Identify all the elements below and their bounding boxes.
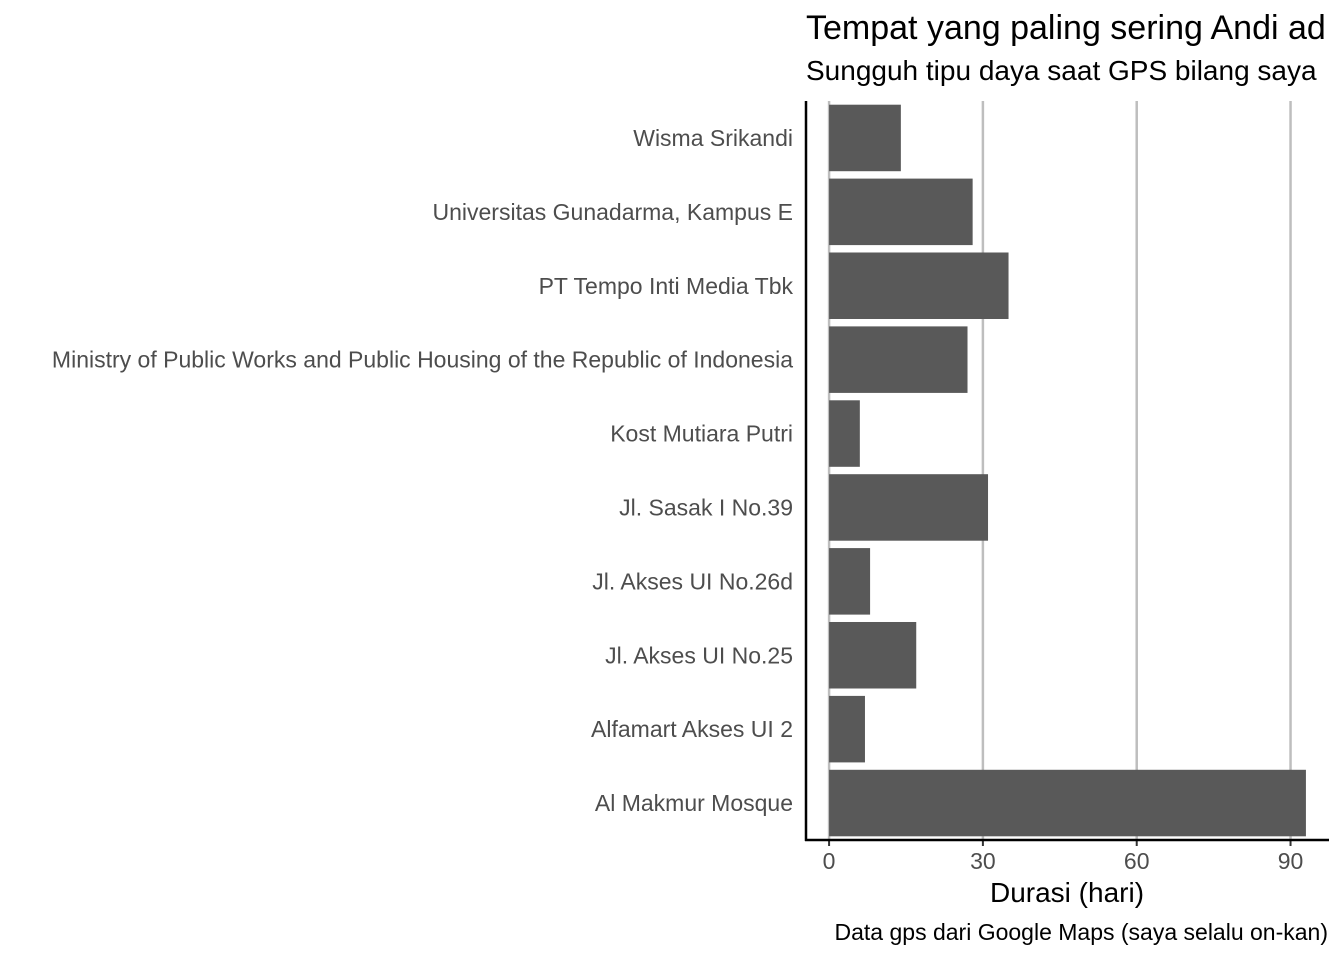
category-label-layer: Wisma Srikandi Universitas Gunadarma, Kam… [52,125,794,816]
category-label: Jl. Akses UI No.26d [592,568,793,594]
chart-caption: Data gps dari Google Maps (saya selalu o… [835,919,1328,945]
category-label: PT Tempo Inti Media Tbk [539,273,794,299]
chart-title: Tempat yang paling sering Andi ad [806,9,1326,47]
category-label: Jl. Sasak I No.39 [619,494,793,520]
bar [829,252,1009,320]
category-label: Alfamart Akses UI 2 [591,716,793,742]
x-tick-label: 90 [1278,848,1304,874]
category-label: Ministry of Public Works and Public Hous… [52,347,793,373]
bar-layer [829,104,1306,837]
bar [829,695,865,763]
category-label: Wisma Srikandi [633,125,793,151]
bar [829,621,917,689]
x-tick-label: 60 [1124,848,1150,874]
category-label: Universitas Gunadarma, Kampus E [433,199,794,225]
chart-subtitle: Sungguh tipu daya saat GPS bilang saya [806,55,1317,86]
bar [829,548,871,615]
category-label: Al Makmur Mosque [595,790,793,816]
category-label: Kost Mutiara Putri [610,421,793,447]
bar [829,104,901,172]
bar [829,769,1306,837]
x-axis-title: Durasi (hari) [990,877,1144,908]
x-tick-label: 0 [823,848,836,874]
x-tick-label: 30 [970,848,996,874]
bar [829,400,860,467]
bar [829,474,989,541]
tick-label-layer: 0 30 60 90 [823,840,1304,874]
bar [829,178,973,246]
category-label: Jl. Akses UI No.25 [605,642,793,668]
bar [829,326,968,393]
